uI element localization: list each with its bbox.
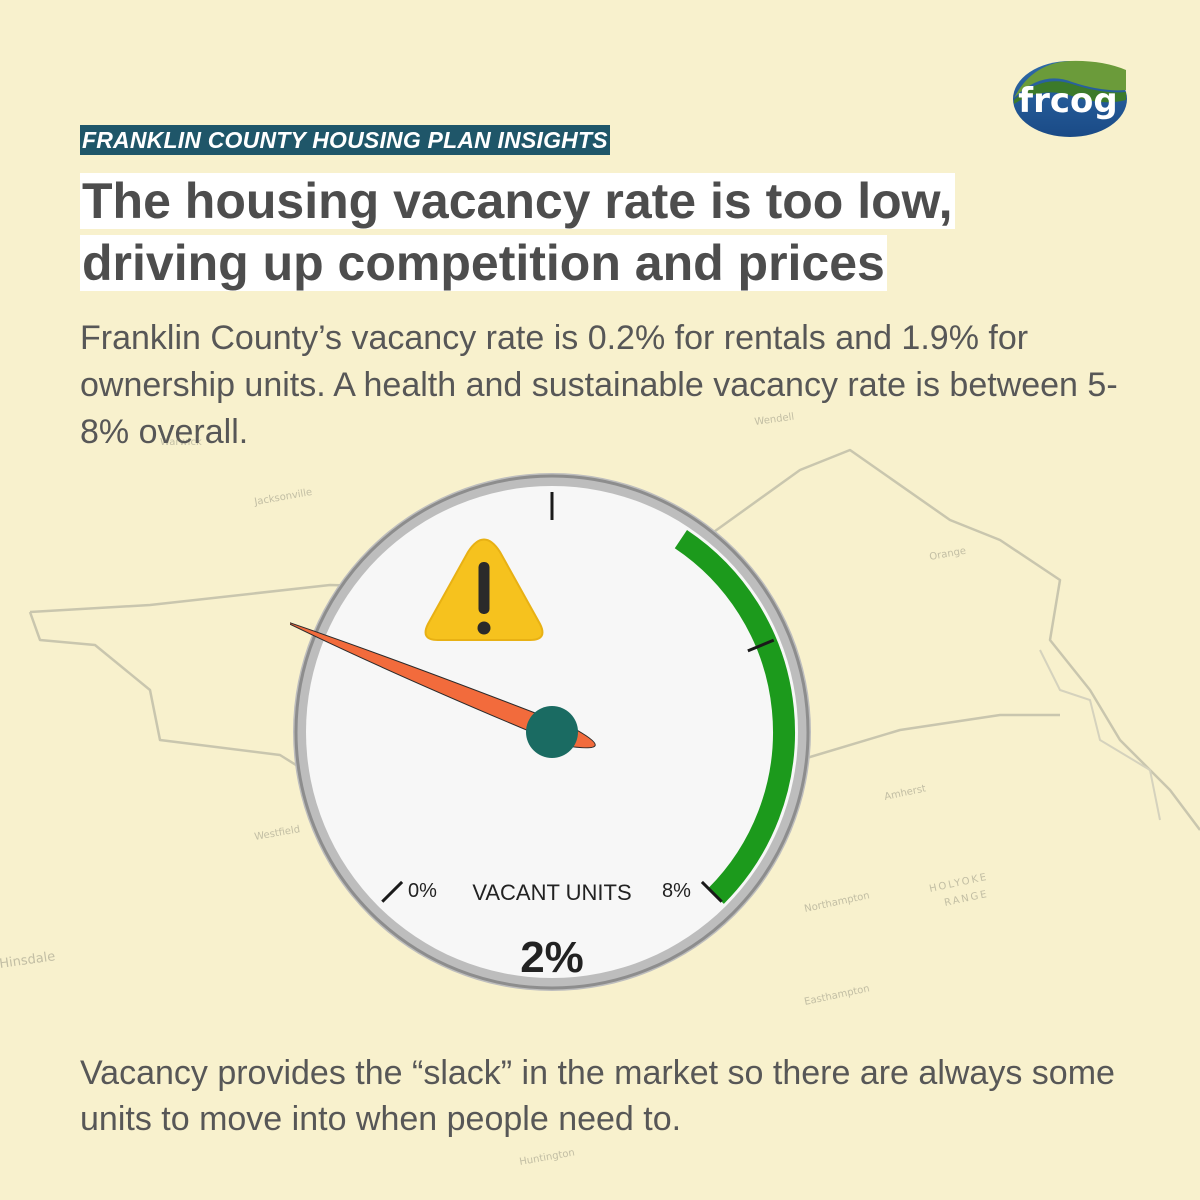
eyebrow-label: FRANKLIN COUNTY HOUSING PLAN INSIGHTS xyxy=(80,125,610,155)
gauge-label: VACANT UNITS xyxy=(472,880,631,905)
headline-line-1: The housing vacancy rate is too low, xyxy=(80,173,955,229)
map-label: Warwick xyxy=(160,437,202,448)
gauge-tick xyxy=(381,880,404,903)
logo-text: frcog xyxy=(1018,81,1117,121)
frcog-logo: frcog xyxy=(1013,60,1127,137)
gauge-max-label: 8% xyxy=(662,880,691,902)
needle-hub xyxy=(526,706,578,758)
footer-paragraph: Vacancy provides the “slack” in the mark… xyxy=(80,1054,1115,1138)
warning-triangle-icon xyxy=(424,538,544,641)
river-line xyxy=(1039,649,1161,821)
intro-paragraph: Franklin County’s vacancy rate is 0.2% f… xyxy=(80,319,1118,451)
gauge-min-label: 0% xyxy=(408,880,437,902)
gauge-value: 2% xyxy=(520,933,584,982)
headline-line-2: driving up competition and prices xyxy=(80,235,887,291)
gauge-ring-edge xyxy=(294,474,810,990)
gauge-needle xyxy=(290,619,596,749)
map-label: Wendell xyxy=(754,412,795,428)
page-title: The housing vacancy rate is too low, dri… xyxy=(80,170,980,294)
vacancy-gauge: 0% 8% VACANT UNITS 2% xyxy=(290,473,811,991)
gauge-tick xyxy=(700,880,723,903)
healthy-range-arc xyxy=(674,529,795,904)
gauge-tick xyxy=(747,638,775,653)
